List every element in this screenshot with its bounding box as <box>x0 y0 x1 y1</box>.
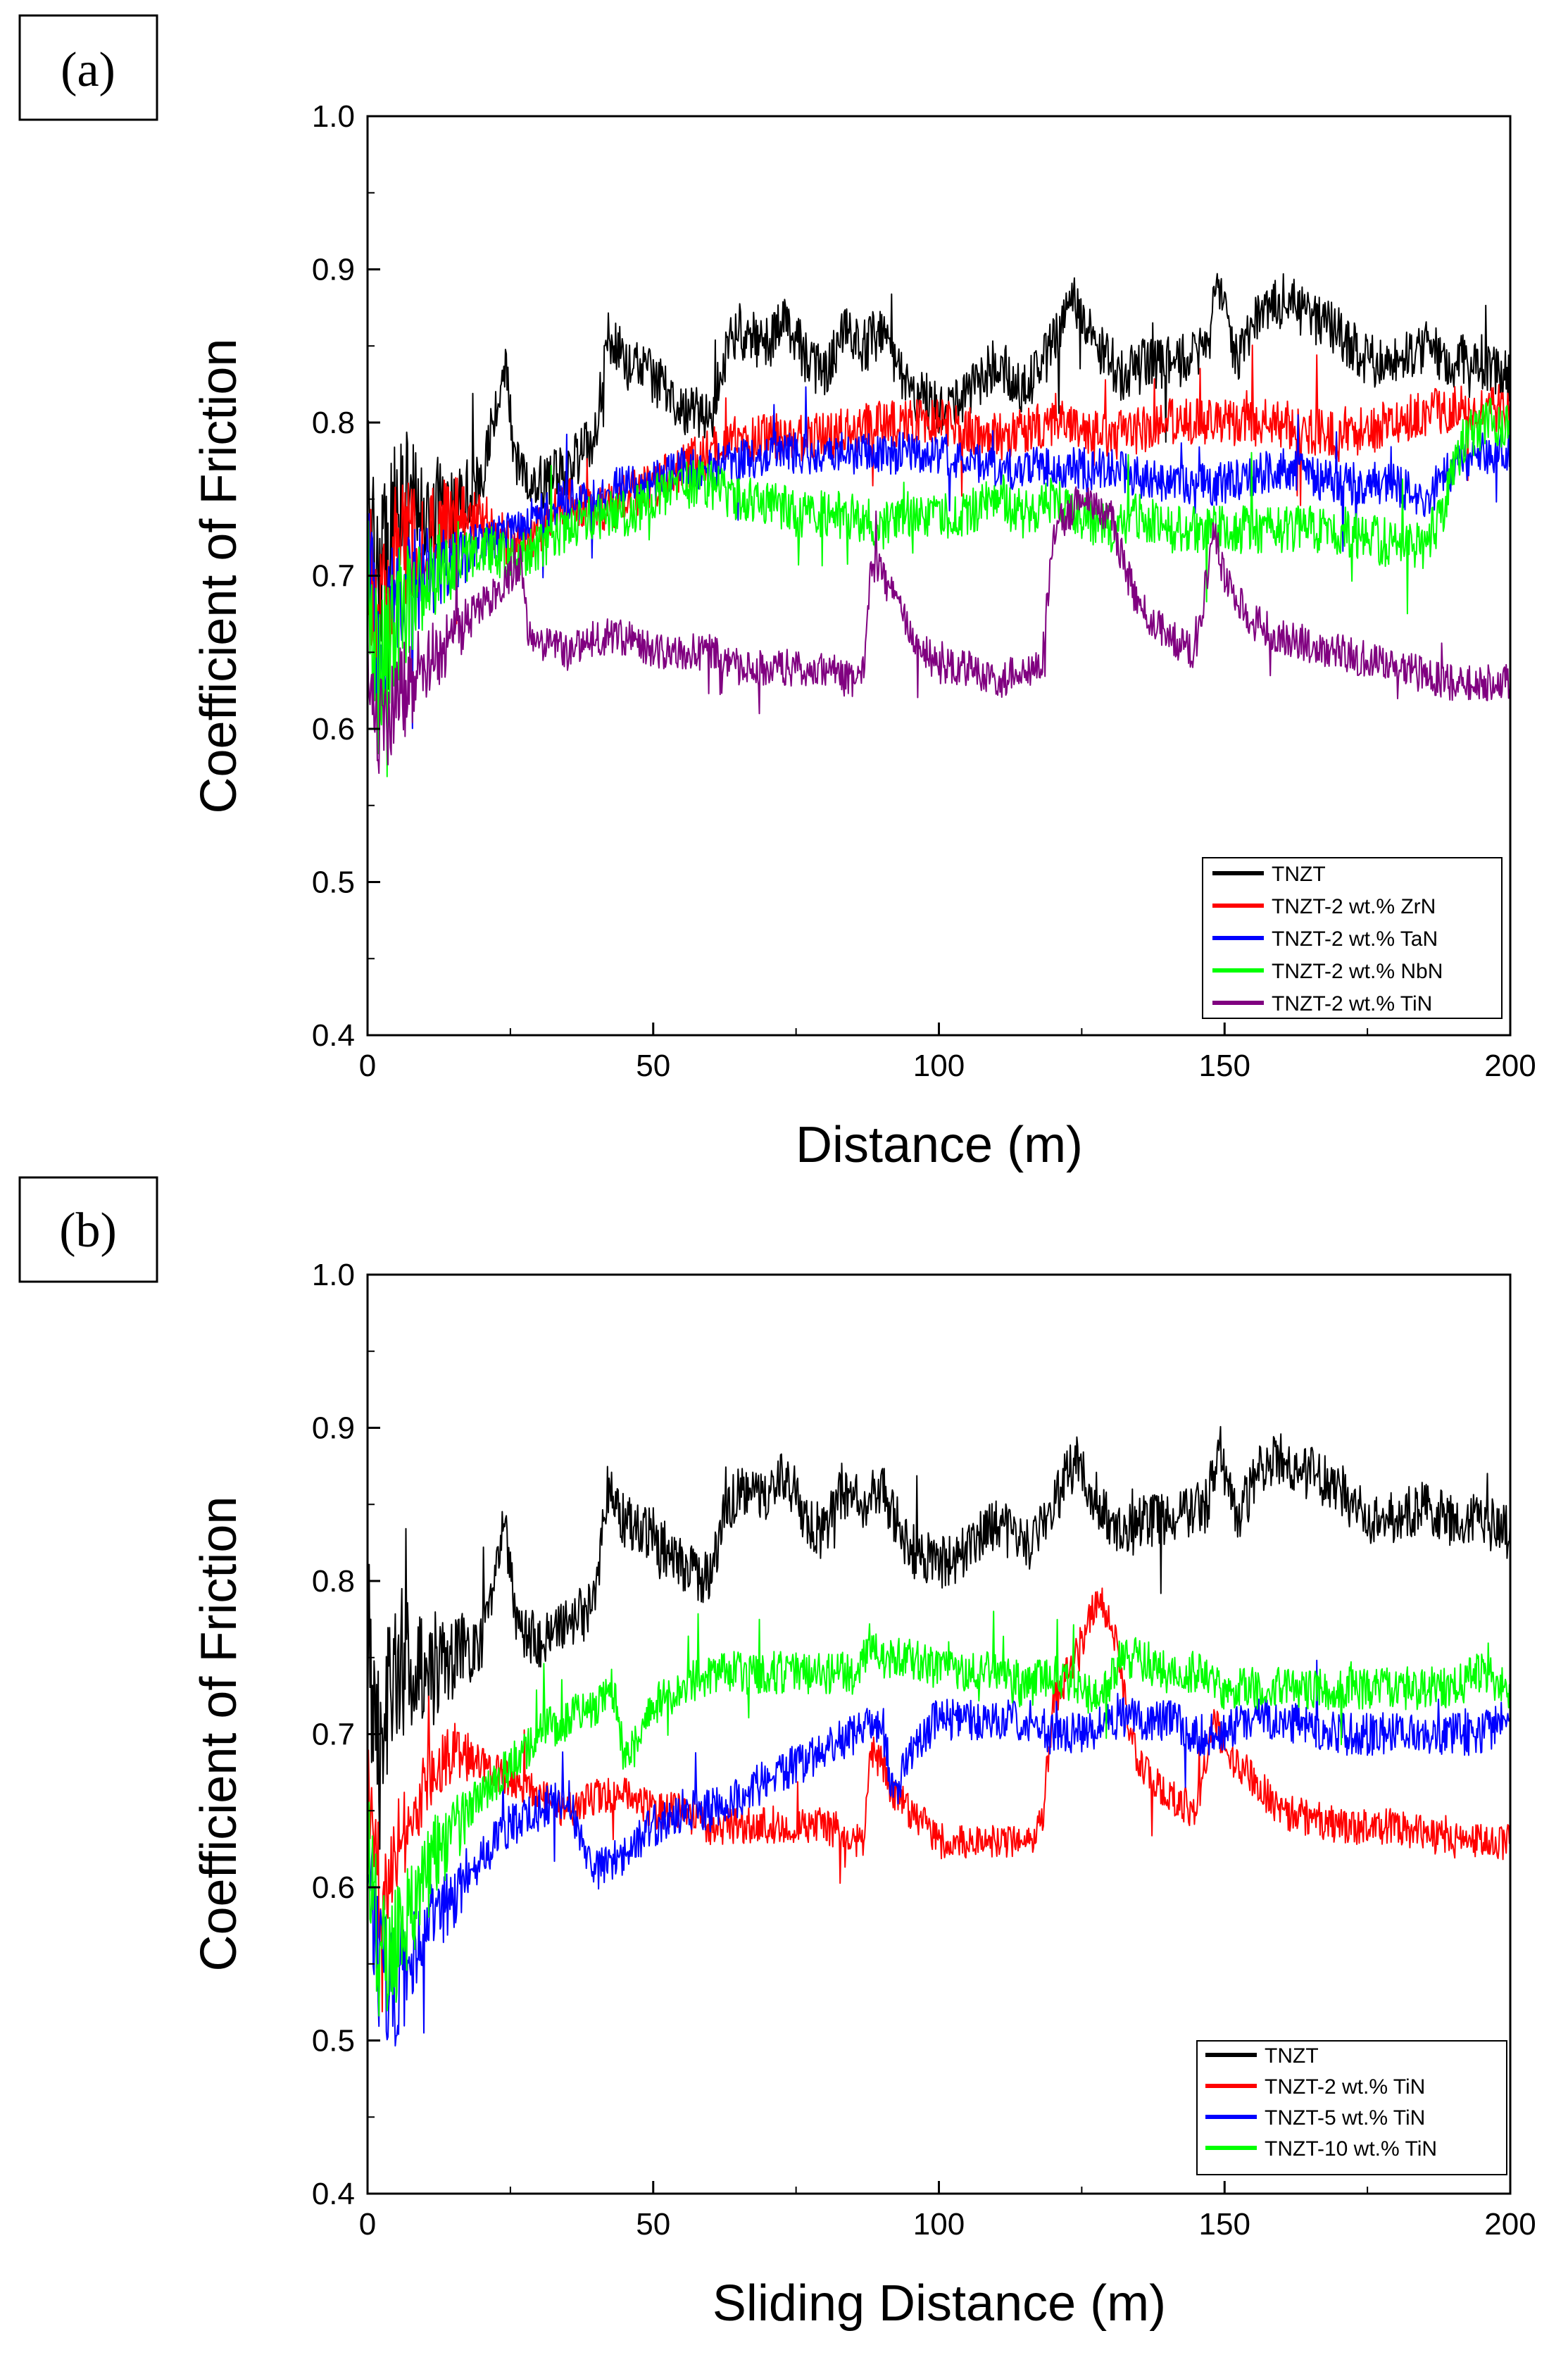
series-line <box>368 486 1510 774</box>
series-line <box>368 1659 1510 2047</box>
y-tick-label: 0.7 <box>312 1718 355 1752</box>
x-tick-label: 150 <box>1199 1049 1250 1083</box>
legend-label: TNZT <box>1272 863 1326 886</box>
y-tick-label: 1.0 <box>312 99 355 134</box>
legend: TNZT TNZT-2 wt.% TiN TNZT-5 wt.% TiN TNZT-1… <box>1196 2040 1507 2175</box>
panel-label-box <box>18 14 158 121</box>
legend-label: TNZT-2 wt.% NbN <box>1272 960 1443 983</box>
x-axis-title: Sliding Distance (m) <box>713 2275 1166 2332</box>
legend: TNZT TNZT-2 wt.% ZrN TNZT-2 wt.% TaN TNZT-2… <box>1202 857 1503 1019</box>
panel-label-box <box>18 1176 158 1283</box>
y-tick-label: 0.8 <box>312 1564 355 1599</box>
x-tick-label: 50 <box>636 1049 670 1083</box>
y-axis-title: Coefficient of Friction <box>191 1496 247 1972</box>
y-tick-label: 0.7 <box>312 559 355 594</box>
y-tick-label: 0.5 <box>312 865 355 900</box>
legend-label: TNZT-2 wt.% TaN <box>1272 927 1438 951</box>
legend-items: TNZT TNZT-2 wt.% TiN TNZT-5 wt.% TiN TNZT-1… <box>1205 2044 1437 2161</box>
panel-label: (b) <box>59 1204 117 1258</box>
x-tick-label: 200 <box>1484 2207 1536 2242</box>
chart-panel-a: (a) 0 50 100 150 200 0.4 0.5 0.6 0.7 0.8 0.9 1.0 Di… <box>18 14 1536 1173</box>
y-tick-label: 1.0 <box>312 1258 355 1292</box>
axis-ticks: 0 50 100 150 200 0.4 0.5 0.6 0.7 0.8 0.9 1.0 <box>312 1258 1536 2242</box>
legend-box <box>1196 2040 1507 2175</box>
series-line <box>368 1425 1510 1850</box>
series-layer <box>368 273 1510 777</box>
y-tick-label: 0.9 <box>312 253 355 287</box>
x-tick-label: 100 <box>913 1049 965 1083</box>
series-line <box>368 1611 1510 2017</box>
x-axis-title: Distance (m) <box>796 1117 1083 1173</box>
x-tick-label: 0 <box>359 1049 376 1083</box>
legend-label: TNZT <box>1265 2044 1319 2068</box>
legend-label: TNZT-2 wt.% TiN <box>1265 2075 1425 2099</box>
y-axis-title: Coefficient of Friction <box>191 339 247 814</box>
series-layer <box>368 1425 1510 2047</box>
y-tick-label: 0.9 <box>312 1411 355 1446</box>
y-tick-label: 0.8 <box>312 406 355 440</box>
legend-label: TNZT-2 wt.% ZrN <box>1272 895 1436 918</box>
y-tick-label: 0.6 <box>312 1870 355 1905</box>
chart-panel-b: (b) 0 50 100 150 200 0.4 0.5 0.6 0.7 0.8 0.9 1.0 Sl… <box>18 1176 1536 2332</box>
legend-label: TNZT-5 wt.% TiN <box>1265 2106 1425 2130</box>
legend-items: TNZT TNZT-2 wt.% ZrN TNZT-2 wt.% TaN TNZT-2… <box>1212 863 1443 1015</box>
series-line <box>368 386 1510 730</box>
series-line <box>368 273 1510 690</box>
x-tick-label: 50 <box>636 2207 670 2242</box>
y-tick-label: 0.4 <box>312 2177 355 2211</box>
y-tick-label: 0.6 <box>312 712 355 746</box>
legend-label: TNZT-10 wt.% TiN <box>1265 2137 1437 2161</box>
x-tick-label: 150 <box>1199 2207 1250 2242</box>
x-tick-label: 100 <box>913 2207 965 2242</box>
x-tick-label: 0 <box>359 2207 376 2242</box>
panel-label: (a) <box>61 43 115 97</box>
y-tick-label: 0.5 <box>312 2024 355 2058</box>
legend-label: TNZT-2 wt.% TiN <box>1272 992 1432 1015</box>
series-line <box>368 397 1510 777</box>
x-tick-label: 200 <box>1484 1049 1536 1083</box>
axis-ticks: 0 50 100 150 200 0.4 0.5 0.6 0.7 0.8 0.9 1.0 <box>312 99 1536 1083</box>
y-tick-label: 0.4 <box>312 1018 355 1053</box>
